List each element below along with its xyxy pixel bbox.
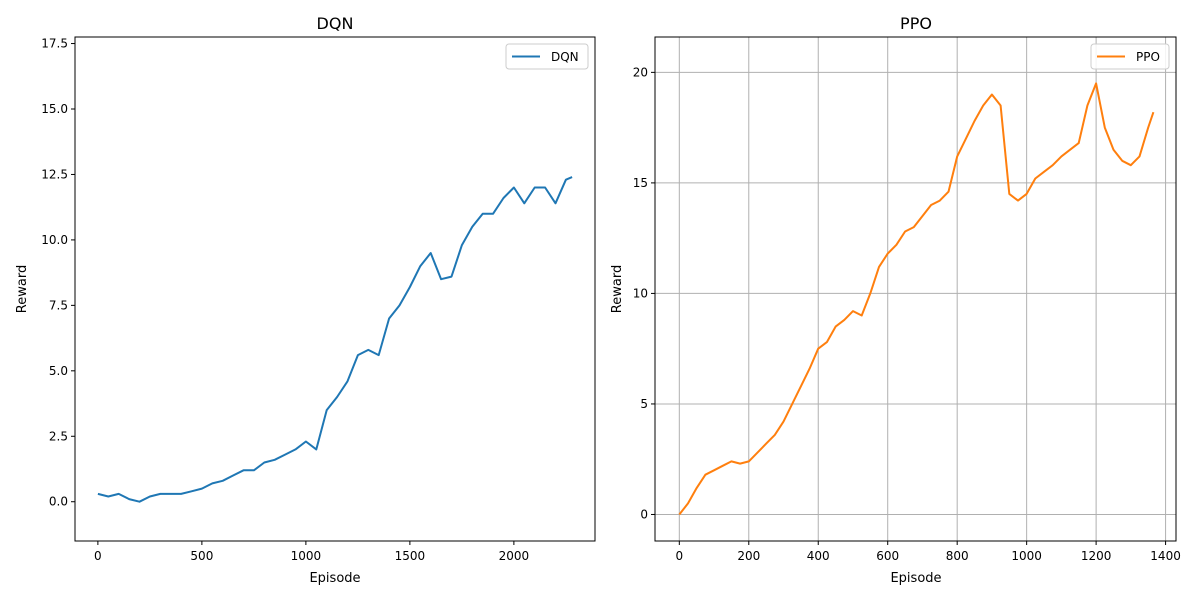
series-layer — [97, 176, 573, 503]
x-axis-label: Episode — [890, 571, 941, 586]
y-tick-label: 15 — [633, 176, 648, 190]
ppo-chart: PPO 0 200 400 600 800 1000 1200 1400 0 5 10 15 20 Ep… — [610, 14, 1181, 586]
x-tick-label: 0 — [94, 549, 102, 563]
x-tick-label: 1000 — [1011, 549, 1042, 563]
y-tick-label: 0 — [640, 507, 648, 521]
legend-label: PPO — [1136, 50, 1160, 64]
y-tick-label: 5 — [640, 397, 648, 411]
y-tick-label: 20 — [633, 65, 648, 79]
y-tick-label: 5.0 — [49, 364, 68, 378]
x-tick-label: 500 — [190, 549, 213, 563]
ticks: 0 500 1000 1500 2000 0.0 2.5 5.0 7.5 10.0 12.5 15.0… — [41, 37, 529, 563]
y-tick-label: 7.5 — [49, 298, 68, 312]
y-tick-label: 10.0 — [41, 233, 68, 247]
legend-label: DQN — [551, 50, 579, 64]
x-tick-label: 1500 — [395, 549, 426, 563]
ticks: 0 200 400 600 800 1000 1200 1400 0 5 10 15 20 — [633, 65, 1181, 563]
y-tick-label: 10 — [633, 286, 648, 300]
legend-box — [505, 43, 589, 70]
plot-frame — [654, 36, 1177, 542]
chart-title: PPO — [900, 14, 932, 33]
legend-box — [1090, 43, 1170, 70]
y-axis-label: Reward — [15, 265, 30, 313]
y-axis-label: Reward — [610, 265, 625, 313]
series-line-dqn — [97, 176, 573, 503]
x-tick-label: 400 — [807, 549, 830, 563]
series-line-ppo — [678, 82, 1155, 516]
x-tick-label: 800 — [946, 549, 969, 563]
y-tick-label: 2.5 — [49, 429, 68, 443]
y-tick-label: 12.5 — [41, 167, 68, 181]
dqn-chart: DQN 0 500 1000 1500 2000 0.0 2.5 5.0 7.5 10.0 12.5… — [15, 14, 596, 586]
x-tick-label: 200 — [737, 549, 760, 563]
x-tick-label: 1200 — [1081, 549, 1112, 563]
legend: DQN — [505, 43, 589, 70]
y-tick-label: 15.0 — [41, 102, 68, 116]
y-tick-label: 17.5 — [41, 37, 68, 51]
legend: PPO — [1090, 43, 1170, 70]
x-tick-label: 1000 — [291, 549, 322, 563]
plot-frame — [74, 36, 596, 542]
x-tick-label: 1400 — [1150, 549, 1181, 563]
x-tick-label: 0 — [675, 549, 683, 563]
chart-title: DQN — [317, 14, 354, 33]
y-tick-label: 0.0 — [49, 495, 68, 509]
x-axis-label: Episode — [309, 571, 360, 586]
grid — [655, 37, 1176, 541]
series-layer — [678, 82, 1155, 516]
x-tick-label: 2000 — [499, 549, 530, 563]
x-tick-label: 600 — [876, 549, 899, 563]
